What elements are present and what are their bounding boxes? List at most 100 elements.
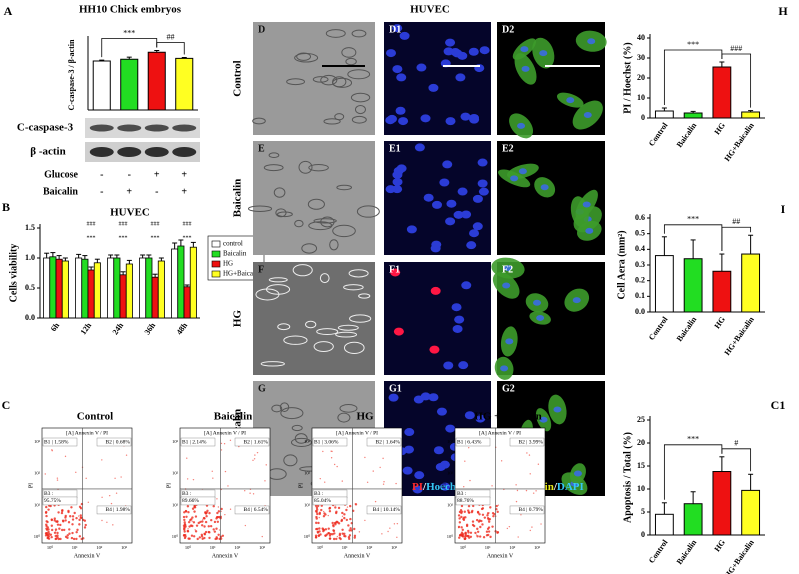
flow-title: HG	[356, 411, 374, 423]
event-dot	[66, 536, 69, 540]
event-dot	[315, 521, 318, 525]
cell-outline	[356, 205, 380, 218]
event-dot	[45, 520, 48, 523]
event-dot	[467, 536, 471, 539]
event-dot	[53, 517, 56, 520]
quadrant-label: 95.75%	[44, 498, 61, 504]
nucleus	[461, 281, 472, 290]
nucleus	[505, 338, 514, 345]
nucleus	[414, 471, 425, 480]
event-dot	[323, 512, 326, 515]
event-dot	[337, 506, 341, 510]
event-dot	[227, 485, 229, 487]
event-dot	[382, 483, 385, 485]
blot-band	[117, 147, 142, 157]
significance-label: ***	[687, 435, 699, 444]
flow-x-tick: 10²	[509, 545, 516, 550]
flow-x-label: Annexin V	[344, 553, 371, 559]
nucleus	[464, 411, 475, 420]
legend-swatch	[211, 270, 221, 278]
flow-header: [A] Annexin V / PI	[336, 430, 378, 436]
y-axis-label: Apoptosis / Total (%)	[622, 432, 633, 523]
event-dot	[529, 529, 531, 532]
event-dot	[458, 526, 460, 529]
event-dot	[346, 506, 349, 508]
nucleus	[416, 63, 427, 72]
flow-title: Baicalin	[214, 411, 253, 423]
cell-outline	[276, 211, 293, 218]
event-dot	[184, 533, 187, 537]
event-dot	[483, 516, 487, 519]
flow-x-tick: 10⁰	[460, 545, 467, 550]
event-dot	[347, 524, 350, 527]
event-dot	[78, 515, 80, 517]
bar	[683, 503, 703, 536]
nucleus	[433, 446, 444, 455]
bar	[49, 256, 57, 319]
blot-band	[172, 147, 197, 157]
cell-outline	[255, 288, 280, 301]
event-dot	[474, 531, 477, 535]
event-dot	[220, 442, 223, 445]
bar	[741, 111, 761, 119]
nucleus	[445, 117, 456, 126]
event-dot	[330, 457, 333, 459]
nucleus	[406, 225, 417, 234]
nucleus	[572, 297, 581, 304]
event-dot	[45, 505, 48, 509]
nucleus	[430, 286, 441, 295]
nucleus	[518, 168, 527, 175]
event-dot	[497, 504, 500, 506]
event-dot	[476, 530, 480, 533]
y-tick-label: 0.3	[635, 260, 645, 269]
flow-x-tick: 10¹	[485, 545, 492, 550]
event-dot	[187, 528, 189, 530]
event-dot	[460, 515, 463, 519]
flow-x-tick: 10⁰	[185, 545, 192, 550]
blot-band	[117, 124, 142, 132]
cell-outline	[319, 273, 330, 284]
event-dot	[215, 527, 218, 530]
event-dot	[487, 518, 490, 521]
flow-x-tick: 10²	[96, 545, 103, 550]
event-dot	[115, 492, 118, 494]
event-dot	[209, 524, 213, 528]
bar	[654, 110, 674, 119]
cell-outline	[351, 29, 367, 38]
event-dot	[315, 515, 318, 519]
legend-swatch	[211, 240, 221, 248]
cell-outline	[305, 320, 317, 329]
event-dot	[47, 508, 50, 511]
nucleus	[502, 282, 511, 289]
bar	[183, 286, 191, 319]
event-dot	[336, 465, 338, 468]
event-dot	[211, 470, 213, 472]
event-dot	[57, 537, 60, 541]
flow-y-tick: 10²	[172, 471, 179, 476]
bar	[712, 270, 732, 313]
event-dot	[472, 524, 476, 528]
event-dot	[485, 530, 489, 533]
nucleus	[404, 428, 415, 437]
nucleus	[479, 46, 490, 55]
event-dot	[60, 511, 64, 515]
y-axis-label: C-caspase-3 / β-actin	[67, 39, 76, 110]
event-dot	[463, 537, 467, 540]
event-dot	[202, 518, 204, 521]
cell-outline	[354, 104, 366, 115]
event-dot	[101, 496, 103, 499]
micrograph-label: D1	[389, 24, 401, 35]
event-dot	[343, 516, 346, 520]
legend-label: control	[223, 240, 243, 248]
event-dot	[85, 477, 87, 480]
flow-x-label: Annexin V	[487, 553, 514, 559]
cell-outline	[358, 293, 371, 299]
event-dot	[469, 479, 471, 482]
y-tick-label: 0.0	[25, 313, 35, 322]
blot-strip	[85, 142, 200, 162]
event-dot	[488, 512, 490, 514]
cell-outline	[294, 219, 304, 228]
event-dot	[67, 521, 71, 524]
event-dot	[185, 515, 188, 518]
event-dot	[315, 508, 319, 511]
